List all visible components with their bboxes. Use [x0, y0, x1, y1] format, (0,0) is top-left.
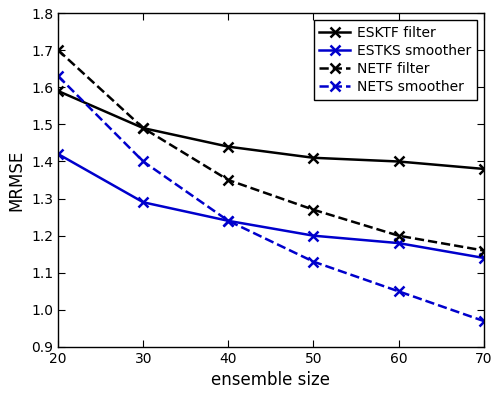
- NETF filter: [226, 178, 232, 183]
- NETF filter: [396, 233, 402, 238]
- Line: ESTKS smoother: ESTKS smoother: [54, 149, 488, 263]
- NETS smoother: [396, 289, 402, 294]
- NETS smoother: [55, 74, 61, 79]
- ESTKS smoother: [310, 233, 316, 238]
- ESTKS smoother: [396, 241, 402, 245]
- NETF filter: [140, 126, 146, 131]
- Line: ESKTF filter: ESKTF filter: [54, 86, 488, 174]
- NETS smoother: [140, 159, 146, 164]
- NETF filter: [310, 207, 316, 212]
- Line: NETS smoother: NETS smoother: [54, 71, 488, 326]
- NETF filter: [55, 48, 61, 53]
- ESKTF filter: [226, 144, 232, 149]
- Legend: ESKTF filter, ESTKS smoother, NETF filter, NETS smoother: ESKTF filter, ESTKS smoother, NETF filte…: [314, 20, 476, 100]
- ESTKS smoother: [55, 152, 61, 156]
- X-axis label: ensemble size: ensemble size: [212, 371, 330, 389]
- NETF filter: [480, 248, 486, 253]
- ESKTF filter: [55, 89, 61, 93]
- ESKTF filter: [480, 166, 486, 171]
- ESTKS smoother: [226, 218, 232, 223]
- ESKTF filter: [310, 155, 316, 160]
- ESTKS smoother: [140, 200, 146, 205]
- Line: NETF filter: NETF filter: [54, 45, 488, 255]
- NETS smoother: [480, 319, 486, 324]
- Y-axis label: MRMSE: MRMSE: [8, 149, 26, 211]
- ESTKS smoother: [480, 256, 486, 260]
- NETS smoother: [310, 259, 316, 264]
- ESKTF filter: [140, 126, 146, 131]
- NETS smoother: [226, 218, 232, 223]
- ESKTF filter: [396, 159, 402, 164]
